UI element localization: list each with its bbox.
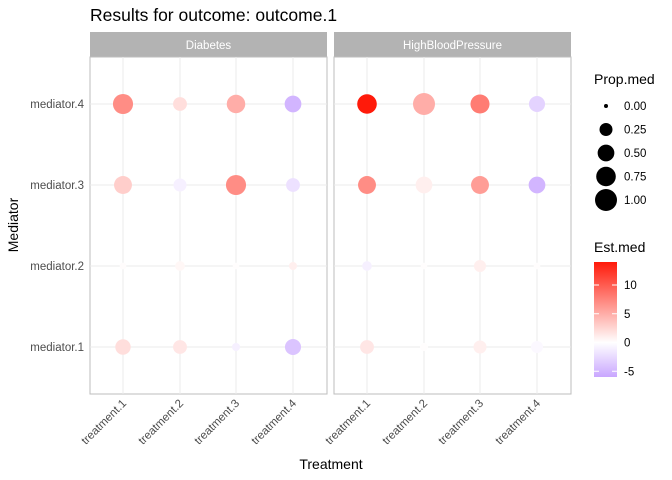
size-legend-key (596, 166, 616, 187)
size-legend-label: 0.25 (624, 125, 646, 137)
size-legend-label: 1.00 (624, 195, 646, 207)
color-legend-label: -5 (624, 366, 634, 378)
x-tick-label: treatment.3 (193, 398, 243, 448)
y-axis: mediator.1 mediator.2 mediator.3 mediator.4 (30, 99, 84, 354)
color-legend-label: 0 (624, 338, 630, 350)
data-point (357, 94, 377, 114)
data-point (119, 262, 127, 270)
data-point (473, 340, 487, 354)
data-point (112, 93, 134, 115)
size-legend-title: Prop.med (594, 71, 655, 87)
x-tick-label: treatment.4 (494, 397, 544, 447)
data-point (471, 176, 489, 194)
facet-strip (334, 32, 571, 57)
size-legend: Prop.med 0.00 0.25 0.50 0.75 1.00 (594, 71, 655, 211)
data-point (362, 261, 372, 271)
data-point (173, 97, 187, 111)
facet-panel-highbloodpressure: HighBloodPressure (333, 32, 572, 395)
facet-strip (90, 32, 327, 57)
data-point (114, 176, 132, 194)
data-point (231, 342, 241, 352)
data-point (413, 93, 435, 115)
y-tick-label: mediator.1 (30, 342, 84, 354)
data-point (415, 176, 433, 194)
size-legend-label: 0.50 (624, 148, 646, 160)
color-legend-label: 10 (624, 280, 637, 292)
data-point (358, 176, 376, 194)
y-tick-label: mediator.3 (30, 180, 84, 192)
y-axis-label: Mediator (5, 197, 21, 252)
facet-panels: Diabetes HighBloodPressure (89, 32, 572, 395)
chart-title: Results for outcome: outcome.1 (90, 5, 337, 25)
data-point (288, 261, 298, 271)
data-point (173, 178, 187, 192)
color-legend-label: 5 (624, 309, 630, 321)
x-tick-label: treatment.3 (437, 398, 487, 448)
panel-background (333, 56, 572, 395)
facet-strip-label: Diabetes (186, 40, 232, 52)
y-tick-label: mediator.4 (30, 99, 84, 111)
size-legend-key (597, 144, 615, 162)
size-legend-label: 0.00 (624, 101, 646, 113)
data-point (232, 262, 240, 270)
data-point (470, 94, 490, 114)
x-tick-label: treatment.2 (137, 398, 187, 448)
size-legend-key (599, 123, 613, 136)
color-legend-bar (594, 262, 617, 377)
panel-background (89, 56, 328, 395)
color-legend-title: Est.med (594, 239, 645, 255)
data-point (530, 340, 544, 354)
x-axis-label: Treatment (299, 456, 362, 472)
x-axis: treatment.1 treatment.2 treatment.3 treatme… (80, 397, 544, 447)
x-tick-label: treatment.2 (381, 398, 431, 448)
data-point (360, 340, 374, 354)
x-tick-label: treatment.1 (324, 398, 374, 448)
data-point (420, 262, 428, 270)
data-point (175, 261, 185, 271)
data-point (225, 174, 247, 196)
y-tick-label: mediator.2 (30, 261, 84, 273)
data-point (473, 259, 487, 273)
data-point (284, 338, 302, 356)
data-point (286, 178, 300, 192)
x-tick-label: treatment.4 (250, 397, 300, 447)
size-legend-key (595, 189, 617, 211)
facet-strip-label: HighBloodPressure (403, 40, 502, 52)
data-point (528, 176, 546, 194)
data-point (533, 262, 541, 270)
data-point (284, 95, 302, 113)
x-tick-label: treatment.1 (80, 398, 130, 448)
data-point (115, 339, 131, 355)
size-legend-key (604, 104, 608, 108)
data-point (173, 340, 187, 354)
data-point (226, 94, 246, 114)
facet-panel-diabetes: Diabetes (89, 32, 328, 395)
size-legend-label: 0.75 (624, 172, 646, 184)
data-point (419, 342, 429, 352)
color-legend: Est.med 10 5 0 -5 (594, 239, 645, 378)
data-point (528, 95, 546, 113)
